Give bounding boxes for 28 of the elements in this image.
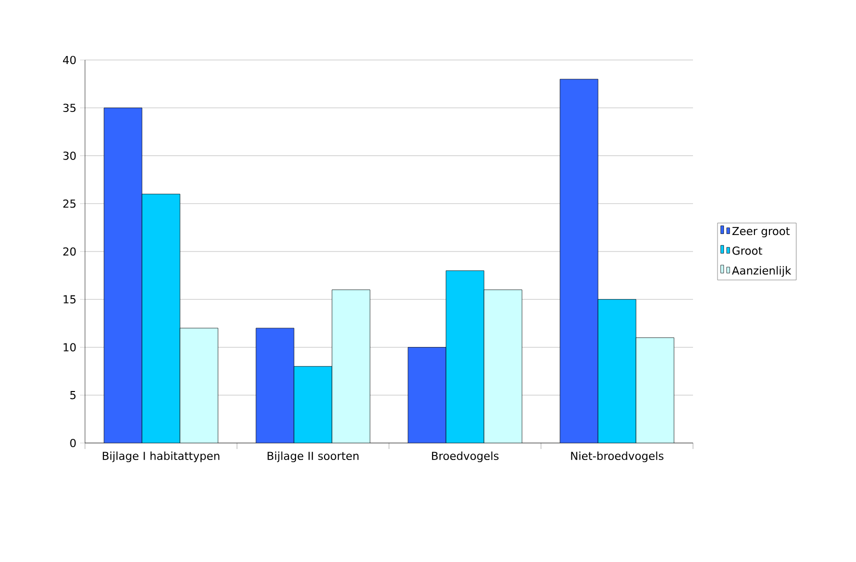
bar [446,270,484,443]
legend-label: Zeer groot [732,227,790,238]
y-tick-label: 0 [70,438,76,448]
y-tick-label: 40 [63,56,76,64]
x-tick-label: Bijlage II soorten [268,452,358,462]
bar [180,328,218,443]
bar [142,194,180,443]
y-tick-label: 20 [63,247,76,256]
x-tick-label: Bijlage I habitattypen [102,452,220,462]
legend-label: Groot [732,246,762,255]
bar [598,299,636,443]
bar [294,366,332,443]
y-tick-label: 35 [63,104,76,112]
bar [332,290,370,443]
y-tick-label: 30 [63,152,76,160]
y-tick-label: 15 [64,295,76,304]
bar [104,108,142,443]
bar [636,337,674,443]
y-tick-label: 10 [64,343,76,352]
bar [560,78,598,443]
bar [484,290,522,443]
x-tick-label: Broedvogels [432,452,499,462]
legend-label: Aanzienlijk [732,266,792,277]
bar [408,347,446,443]
bar [256,328,294,443]
y-tick-label: 5 [70,391,76,400]
y-tick-label: 25 [63,199,76,208]
x-tick-label: Niet-broedvogels [571,452,664,462]
